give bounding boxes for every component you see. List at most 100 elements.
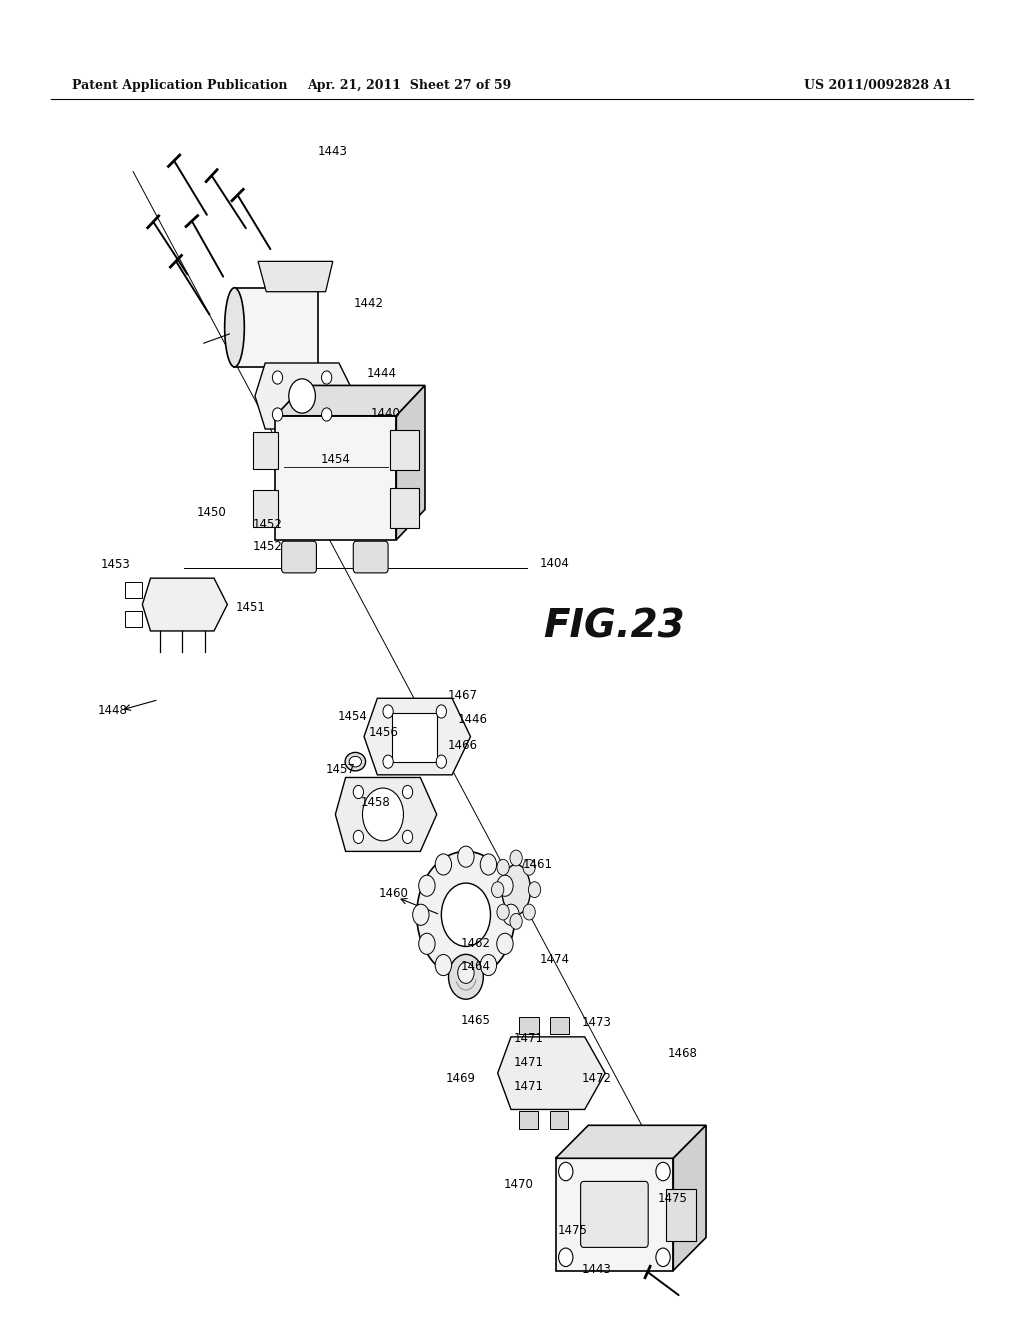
Text: 1475: 1475 (657, 1192, 687, 1205)
Text: 1470: 1470 (504, 1177, 534, 1191)
Ellipse shape (224, 288, 245, 367)
Text: 1442: 1442 (353, 297, 383, 310)
Polygon shape (275, 385, 425, 416)
FancyBboxPatch shape (282, 541, 316, 573)
Text: 1450: 1450 (197, 506, 226, 519)
Circle shape (322, 371, 332, 384)
FancyBboxPatch shape (390, 488, 419, 528)
Circle shape (402, 830, 413, 843)
Circle shape (510, 850, 522, 866)
Circle shape (497, 875, 513, 896)
Circle shape (559, 1163, 573, 1181)
Polygon shape (255, 363, 355, 429)
Text: Apr. 21, 2011  Sheet 27 of 59: Apr. 21, 2011 Sheet 27 of 59 (307, 79, 512, 92)
Text: 1461: 1461 (522, 858, 552, 871)
Text: 1454: 1454 (321, 453, 350, 466)
FancyBboxPatch shape (581, 1181, 648, 1247)
Polygon shape (234, 288, 318, 367)
Circle shape (497, 933, 513, 954)
Circle shape (497, 859, 509, 875)
Text: 1471: 1471 (514, 1056, 544, 1069)
Circle shape (353, 785, 364, 799)
Text: 1464: 1464 (461, 960, 490, 973)
Circle shape (435, 954, 452, 975)
Text: 1467: 1467 (447, 689, 477, 702)
Polygon shape (258, 261, 333, 292)
Circle shape (458, 962, 474, 983)
Text: 1465: 1465 (461, 1014, 490, 1027)
Text: 1472: 1472 (582, 1072, 611, 1085)
Polygon shape (396, 385, 425, 540)
Circle shape (523, 859, 536, 875)
Text: 1462: 1462 (461, 937, 490, 950)
Circle shape (419, 875, 435, 896)
Polygon shape (142, 578, 227, 631)
Text: 1460: 1460 (379, 887, 409, 900)
Circle shape (497, 904, 509, 920)
Circle shape (413, 904, 429, 925)
Text: Patent Application Publication: Patent Application Publication (72, 79, 287, 92)
Circle shape (383, 705, 393, 718)
Text: 1466: 1466 (447, 739, 477, 752)
Text: 1473: 1473 (582, 1016, 611, 1030)
Circle shape (435, 854, 452, 875)
Polygon shape (336, 777, 436, 851)
Text: 1457: 1457 (326, 763, 355, 776)
Circle shape (441, 883, 490, 946)
Text: 1471: 1471 (514, 1080, 544, 1093)
Text: 1469: 1469 (445, 1072, 475, 1085)
FancyBboxPatch shape (519, 1016, 539, 1035)
Circle shape (272, 408, 283, 421)
FancyBboxPatch shape (253, 432, 278, 469)
Circle shape (289, 379, 315, 413)
Text: FIG.23: FIG.23 (544, 609, 685, 645)
Text: 1448: 1448 (97, 704, 127, 717)
FancyBboxPatch shape (519, 1110, 538, 1129)
FancyBboxPatch shape (550, 1110, 568, 1129)
FancyBboxPatch shape (392, 713, 437, 762)
Polygon shape (555, 1159, 674, 1270)
Circle shape (480, 854, 497, 875)
Polygon shape (125, 611, 142, 627)
Polygon shape (555, 1125, 707, 1159)
Text: 1456: 1456 (369, 726, 398, 739)
Circle shape (510, 913, 522, 929)
Text: 1471: 1471 (514, 1032, 544, 1045)
Polygon shape (275, 416, 396, 540)
Circle shape (436, 705, 446, 718)
Text: 1443: 1443 (582, 1263, 611, 1276)
Text: 1453: 1453 (100, 558, 130, 572)
Circle shape (492, 882, 504, 898)
Text: 1444: 1444 (367, 367, 396, 380)
Text: 1452: 1452 (253, 517, 283, 531)
Polygon shape (365, 698, 471, 775)
Circle shape (417, 851, 515, 978)
Text: 1451: 1451 (236, 601, 265, 614)
Circle shape (419, 933, 435, 954)
Text: 1446: 1446 (458, 713, 487, 726)
Text: 1474: 1474 (540, 953, 569, 966)
Ellipse shape (502, 865, 530, 915)
Text: 1458: 1458 (360, 796, 390, 809)
Text: US 2011/0092828 A1: US 2011/0092828 A1 (805, 79, 952, 92)
Circle shape (523, 904, 536, 920)
Circle shape (503, 904, 519, 925)
Circle shape (559, 1249, 573, 1267)
Circle shape (272, 371, 283, 384)
Polygon shape (498, 1038, 605, 1109)
Circle shape (383, 755, 393, 768)
FancyBboxPatch shape (253, 490, 278, 527)
Ellipse shape (345, 752, 366, 771)
Text: 1475: 1475 (558, 1224, 588, 1237)
Text: 1468: 1468 (668, 1047, 697, 1060)
Circle shape (458, 846, 474, 867)
Polygon shape (125, 582, 142, 598)
Circle shape (436, 755, 446, 768)
Circle shape (402, 785, 413, 799)
FancyBboxPatch shape (353, 541, 388, 573)
Circle shape (655, 1163, 670, 1181)
Circle shape (353, 830, 364, 843)
Ellipse shape (349, 756, 361, 767)
Text: 1452: 1452 (253, 540, 283, 553)
FancyBboxPatch shape (390, 430, 419, 470)
